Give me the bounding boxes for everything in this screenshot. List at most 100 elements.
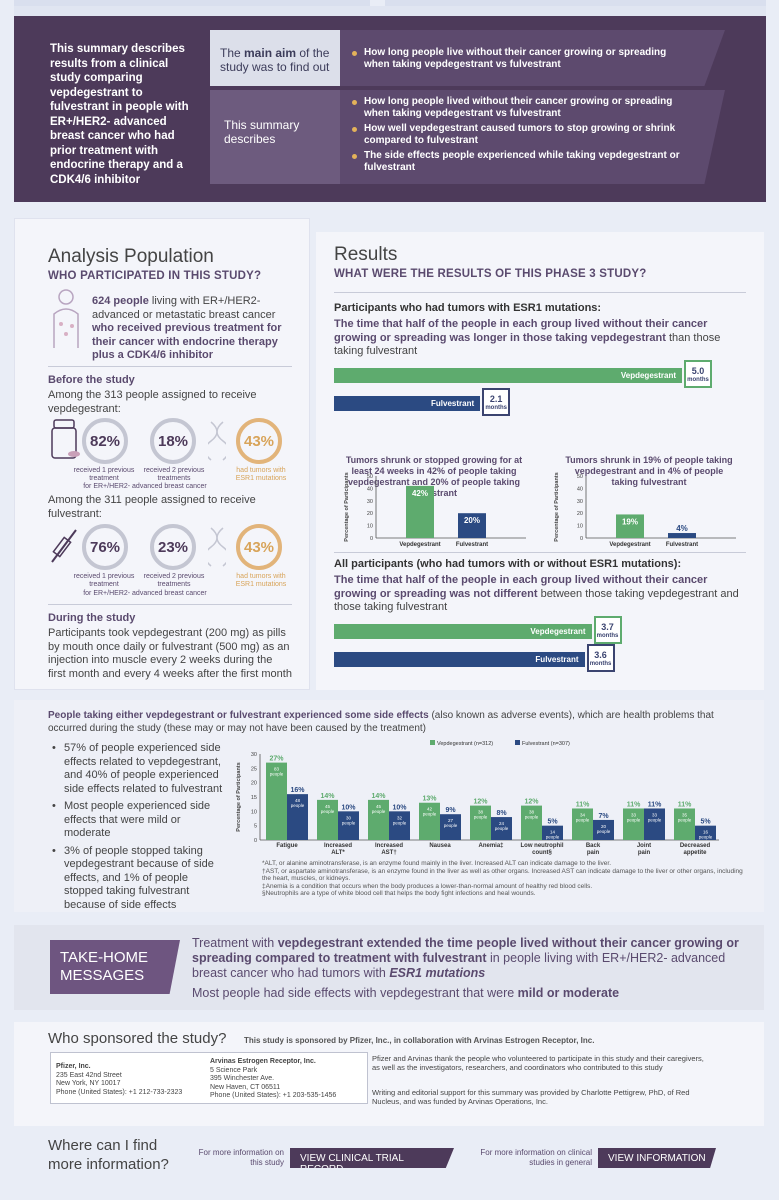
x-tick-label: AST† <box>381 850 396 856</box>
bar-people-count: 20 <box>601 824 607 829</box>
results-title: Results <box>334 244 398 265</box>
fulvestrant-months-bar: Fulvestrant <box>334 652 585 667</box>
bar-value-label: 14% <box>320 793 335 800</box>
fulv-label-3: had tumors with ESR1 mutations <box>235 573 287 588</box>
calendar-icon: 2.1 months <box>482 388 511 416</box>
bar-people-word: people <box>474 815 488 820</box>
months-unit: months <box>485 405 507 411</box>
y-tick-label: 15 <box>251 795 257 801</box>
x-tick-label: ALT* <box>331 850 345 856</box>
footnotes: *ALT, or alanine aminotransferase, is an… <box>262 860 752 898</box>
bar-people-word: people <box>597 829 611 834</box>
veps-line: Among the 313 people assigned to receive… <box>48 389 257 415</box>
sponsor-title: Who sponsored the study? <box>48 1030 227 1047</box>
chart-response: 0 10 20 30 40 50 Percentage of Participants 42%… <box>344 472 526 548</box>
bar-people-count: 14 <box>550 830 556 835</box>
arvinas-address: Arvinas Estrogen Receptor, Inc. 5 Scienc… <box>210 1058 336 1101</box>
bar-value-label: 27% <box>269 756 284 763</box>
months-value: 3.6 <box>594 650 607 660</box>
months-value: 5.0 <box>691 366 705 376</box>
results-panel <box>316 232 764 690</box>
bar <box>668 533 696 538</box>
bar-people-count: 33 <box>631 812 637 817</box>
bar-value-label: 8% <box>496 810 507 817</box>
veps-label-3: had tumors with ESR1 mutations <box>235 467 287 482</box>
fulv-note: for ER+/HER2- advanced breast cancer <box>83 590 207 597</box>
pill-bottle-icon <box>51 419 80 459</box>
se-bullet: • Most people experienced side effects th… <box>52 800 211 839</box>
fulv-line: Among the 311 people assigned to receive… <box>48 494 256 520</box>
months-value: 3.7 <box>601 622 614 632</box>
bar-people-count: 33 <box>652 812 658 817</box>
fulv-stat-1: 76% <box>82 524 128 570</box>
bar-people-count: 38 <box>529 810 535 815</box>
bar-value-label: 7% <box>598 813 609 820</box>
aim-bold: main aim <box>244 46 297 60</box>
dna-icon <box>208 421 226 461</box>
legend-label: Vepdegestrant (n=312) <box>437 741 493 747</box>
view-information-button[interactable]: VIEW INFORMATION <box>598 1148 716 1168</box>
all-text-bold: The time that half of the people in each… <box>334 574 708 600</box>
bar <box>317 799 338 840</box>
arvinas-name: Arvinas Estrogen Receptor, Inc. <box>210 1058 316 1065</box>
bar-people-word: people <box>627 817 641 822</box>
bar-people-word: people <box>648 817 662 822</box>
y-tick-label: 20 <box>367 511 373 517</box>
bar-value-label: 19% <box>622 517 638 526</box>
vepdegestrant-months-bar: Vepdegestrant <box>334 624 592 639</box>
bar-people-word: people <box>495 826 509 831</box>
se-bullet-text: 57% of people experienced side effects r… <box>64 742 223 795</box>
bar-value-label: 16% <box>290 787 305 794</box>
bar <box>287 794 308 840</box>
describes-label: This summary describes <box>210 90 340 184</box>
bar <box>440 814 461 840</box>
divider <box>48 366 292 367</box>
bar-value-label: 12% <box>473 799 488 806</box>
view-trial-record-button[interactable]: VIEW CLINICAL TRIAL RECORD <box>290 1148 454 1168</box>
aim-label: The main aim of the study was to find ou… <box>210 30 340 86</box>
fulvestrant-months-bar: Fulvestrant <box>334 396 481 411</box>
bar-people-count: 48 <box>295 798 301 803</box>
bar <box>623 808 644 840</box>
y-tick-label: 30 <box>367 499 373 505</box>
y-axis-label: Percentage of Participants <box>344 472 350 541</box>
esr1-text-rest: than those taking fulvestrant <box>334 331 721 358</box>
vepdegestrant-months-bar: Vepdegestrant <box>334 368 682 383</box>
x-tick-label: pain <box>638 850 651 856</box>
bar-value-label: 13% <box>422 796 437 803</box>
bar-value-label: 11% <box>576 801 590 808</box>
m1-bold: vepdegestrant extended the time people l… <box>192 936 739 965</box>
bar-people-word: people <box>291 803 305 808</box>
bar-people-count: 32 <box>397 815 403 820</box>
person-icon <box>53 289 79 348</box>
address-line: New Haven, CT 06511 <box>210 1083 281 1091</box>
sponsor-sub: This study is sponsored by Pfizer, Inc.,… <box>244 1036 595 1045</box>
bar-people-word: people <box>270 772 284 777</box>
takehome-message-2: Most people had side effects with vepdeg… <box>192 986 752 1000</box>
address-line: New York, NY 10017 <box>56 1080 121 1087</box>
months-unit: months <box>687 377 709 383</box>
bar-value-label: 10% <box>341 804 356 811</box>
y-tick-label: 30 <box>577 499 583 505</box>
population-title: Analysis Population <box>48 246 214 267</box>
side-effects-bullets: • 57% of people experienced side effects … <box>52 742 228 912</box>
y-tick-label: 0 <box>254 838 257 844</box>
legend-swatch <box>515 740 520 745</box>
x-tick-label: count§ <box>532 850 552 856</box>
bar-people-word: people <box>423 812 437 817</box>
side-effects-title: People taking either vepdegestrant or fu… <box>48 710 748 735</box>
bar-people-word: people <box>576 817 590 822</box>
veps-stat-3: 43% <box>236 418 282 464</box>
address-line: 235 East 42nd Street <box>56 1071 122 1079</box>
y-tick-label: 50 <box>367 474 373 480</box>
bar-value-label: 20% <box>464 516 480 525</box>
bar <box>419 802 440 840</box>
y-tick-label: 40 <box>367 486 373 492</box>
population-subtitle: WHO PARTICIPATED IN THIS STUDY? <box>48 270 262 282</box>
x-tick-label: Increased <box>324 843 352 849</box>
y-tick-label: 0 <box>370 536 373 542</box>
bar-people-count: 16 <box>703 830 709 835</box>
se-bullet-text: 3% of people stopped taking vepdegestran… <box>64 844 214 911</box>
summary-intro: This summary describes results from a cl… <box>50 43 189 186</box>
bar <box>644 808 665 840</box>
